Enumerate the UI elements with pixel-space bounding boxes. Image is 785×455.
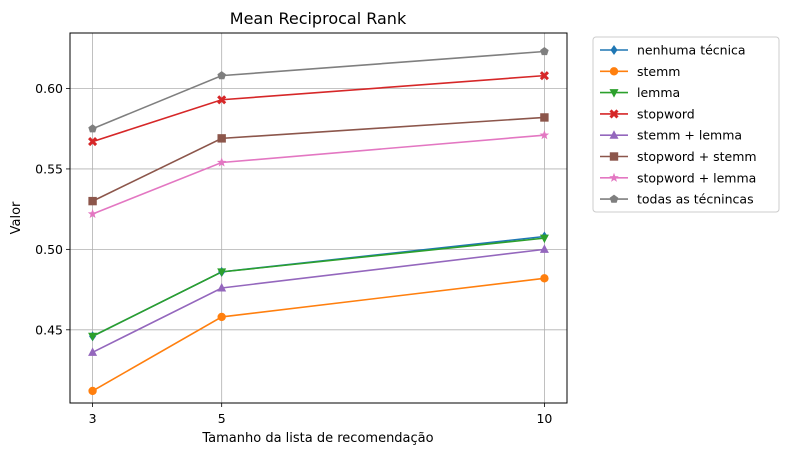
legend-marker-shape <box>609 172 619 182</box>
data-point-s2-p2-shape <box>539 234 549 244</box>
legend-label: todas as técnincas <box>637 192 754 207</box>
legend-label: stemm + lemma <box>637 128 742 143</box>
legend-marker <box>609 67 619 76</box>
legend-marker <box>609 89 619 98</box>
legend-label: lemma <box>637 85 680 100</box>
data-point-s6-p0-shape <box>87 208 98 219</box>
data-point-s4-p1-shape <box>217 282 227 292</box>
data-point-s5-p1 <box>217 134 226 143</box>
data-point-s1-p0-shape <box>88 386 97 396</box>
data-point-s2-p2 <box>539 234 549 244</box>
x-axis-ticks: 3 5 10 <box>89 403 552 426</box>
data-point-s5-p0 <box>88 196 97 206</box>
data-point-s2-p0-shape <box>88 332 98 342</box>
legend-item-0: nenhuma técnica <box>600 43 746 58</box>
legend-marker-shape <box>609 89 619 98</box>
grid-lines <box>70 33 567 403</box>
data-point-s1-p1 <box>217 312 226 322</box>
legend-item-3: stopword <box>600 106 695 121</box>
legend-marker <box>609 194 619 203</box>
data-point-s7-p1 <box>217 71 226 80</box>
x-tick-label: 10 <box>536 411 552 426</box>
data-point-s5-p0-shape <box>88 196 97 206</box>
y-tick-label: 0.50 <box>35 242 63 257</box>
legend-item-2: lemma <box>600 85 680 100</box>
data-point-s6-p2 <box>539 130 550 140</box>
chart-title: Mean Reciprocal Rank <box>230 9 407 28</box>
data-point-s3-p0 <box>88 137 98 147</box>
legend-marker <box>609 130 619 139</box>
legend-item-7: todas as técnincas <box>600 192 754 207</box>
data-point-s4-p0-shape <box>88 347 98 356</box>
y-tick-label: 0.60 <box>35 81 63 96</box>
legend-label: stopword <box>637 106 695 121</box>
legend-marker-shape <box>609 67 619 76</box>
legend-label: stopword + lemma <box>637 170 756 185</box>
data-point-s6-p0 <box>87 208 98 219</box>
data-point-s3-p2-shape <box>539 71 549 81</box>
data-point-s4-p2-shape <box>539 244 549 253</box>
data-point-s5-p2 <box>540 113 549 122</box>
legend-item-6: stopword + lemma <box>600 170 756 185</box>
legend-label: nenhuma técnica <box>637 43 746 58</box>
data-point-s4-p2 <box>539 244 549 253</box>
series-line-7 <box>92 50 545 130</box>
legend-marker <box>609 152 619 161</box>
x-axis-label: Tamanho da lista de recomendação <box>201 431 433 446</box>
data-point-s7-p2 <box>540 47 549 56</box>
y-tick-label: 0.55 <box>35 161 63 176</box>
series-markers <box>87 47 550 396</box>
legend-item-5: stopword + stemm <box>600 149 757 164</box>
series-line-4 <box>92 248 545 354</box>
series-line-5 <box>92 116 545 202</box>
series-lines <box>92 50 545 392</box>
data-point-s3-p0-shape <box>88 137 98 147</box>
data-point-s3-p1 <box>217 95 227 105</box>
data-point-s4-p1 <box>217 282 227 292</box>
legend-item-1: stemm <box>600 64 680 79</box>
series-line-1 <box>92 277 545 392</box>
legend-label: stemm <box>637 64 680 79</box>
legend-marker-shape <box>609 130 619 139</box>
legend-item-4: stemm + lemma <box>600 128 742 143</box>
y-axis-label: Valor <box>9 201 24 234</box>
y-axis-ticks: 0.45 0.50 0.55 0.60 <box>35 81 70 337</box>
data-point-s6-p1 <box>216 157 227 167</box>
data-point-s5-p2-shape <box>540 113 549 122</box>
data-point-s2-p1-shape <box>217 268 227 277</box>
legend-marker-shape <box>609 194 619 203</box>
data-point-s6-p2-shape <box>539 130 550 140</box>
data-point-s3-p1-shape <box>217 95 227 105</box>
data-point-s4-p0 <box>88 347 98 356</box>
y-tick-label: 0.45 <box>35 322 63 337</box>
legend-marker-shape <box>610 45 618 55</box>
plot-area-frame <box>69 32 568 404</box>
data-point-s1-p1-shape <box>217 312 226 322</box>
data-point-s7-p0 <box>88 124 97 133</box>
legend-marker-shape <box>609 109 619 119</box>
x-tick-label: 5 <box>218 411 226 426</box>
legend-box <box>592 36 780 213</box>
legend-marker-shape <box>609 152 619 161</box>
data-point-s1-p2 <box>540 274 549 283</box>
data-point-s7-p2-shape <box>540 47 549 56</box>
data-point-s7-p0-shape <box>88 124 97 133</box>
data-point-s5-p1-shape <box>217 134 226 143</box>
series-line-6 <box>92 134 545 215</box>
legend-marker <box>610 45 618 55</box>
data-point-s2-p1 <box>217 268 227 277</box>
data-point-s7-p1-shape <box>217 71 226 80</box>
data-point-s1-p0 <box>88 386 97 396</box>
x-tick-label: 3 <box>89 411 97 426</box>
legend-label: stopword + stemm <box>637 149 757 164</box>
legend-items: nenhuma técnica stemm lemma stopword stemm +… <box>600 43 757 207</box>
legend-marker <box>609 109 619 119</box>
data-point-s2-p0 <box>88 332 98 342</box>
legend: nenhuma técnica stemm lemma stopword stemm +… <box>592 36 780 213</box>
data-point-s3-p2 <box>539 71 549 81</box>
data-point-s1-p2-shape <box>540 274 549 283</box>
data-point-s6-p1-shape <box>216 157 227 167</box>
legend-marker <box>609 172 619 182</box>
